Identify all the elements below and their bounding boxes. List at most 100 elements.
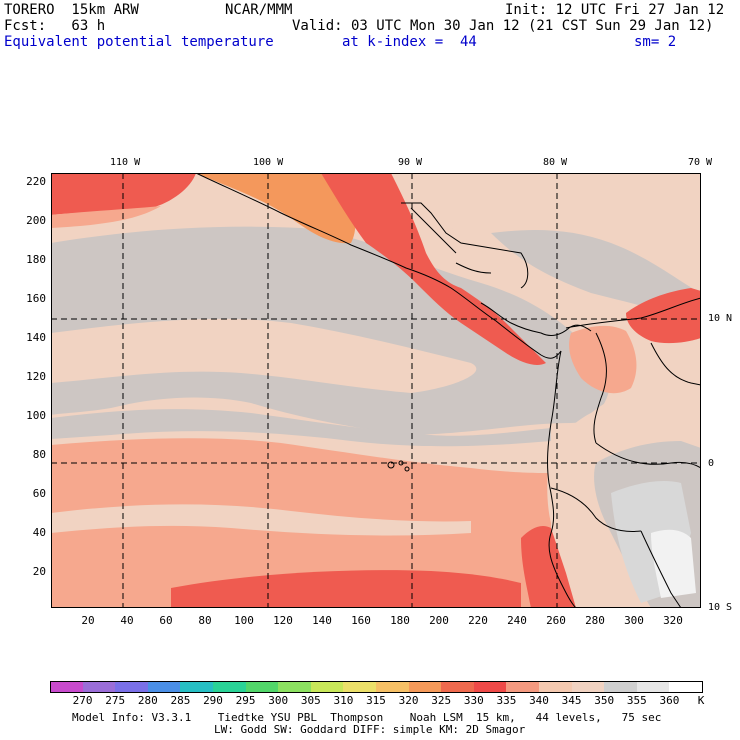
colorbar-swatch	[473, 681, 508, 693]
smoothing-label: sm= 2	[634, 34, 677, 50]
coast-costa-rica-panama	[480, 302, 592, 336]
border-countries-1	[593, 332, 607, 444]
colorbar-swatch	[180, 681, 214, 693]
x-tick-40: 40	[120, 614, 134, 627]
x-tick-320: 320	[663, 614, 683, 627]
colorbar-swatch	[376, 681, 410, 693]
gray-caribbean	[491, 230, 701, 323]
border-countries-5	[650, 342, 701, 386]
colorbar-value-label: 305	[300, 694, 321, 707]
colorbar-swatch	[539, 681, 573, 693]
colorbar-value-label: 280	[137, 694, 158, 707]
init-time: Init: 12 UTC Fri 27 Jan 12	[505, 2, 725, 18]
graticule	[51, 173, 701, 608]
y-tick-200: 200	[26, 214, 46, 227]
coast-central-america-north	[401, 202, 529, 289]
colorbar-swatch	[310, 681, 345, 693]
colorbar-value-label: 285	[170, 694, 191, 707]
colorbar-value-label: 310	[333, 694, 354, 707]
colorbar-value-label: 360	[659, 694, 680, 707]
colorbar-swatch	[571, 681, 606, 693]
x-tick-280: 280	[585, 614, 605, 627]
colorbar-value-label: 350	[594, 694, 615, 707]
x-tick-100: 100	[234, 614, 254, 627]
red-venezuela	[626, 288, 701, 344]
colorbar-value-label: 290	[203, 694, 223, 707]
lat-label-10s: 10 S	[708, 602, 733, 613]
theta-e-map	[51, 173, 701, 608]
model-info-line2: LW: Godd SW: Goddard DIFF: simple KM: 2D…	[214, 723, 526, 736]
coastlines	[195, 173, 701, 608]
colorbar-value-label: 275	[105, 694, 126, 707]
x-tick-260: 260	[546, 614, 566, 627]
x-tick-160: 160	[351, 614, 371, 627]
salmon-top-left	[51, 206, 161, 228]
colorbar-unit: K	[697, 694, 705, 707]
red-peru-coast	[521, 526, 576, 608]
colorbar-value-label: 340	[529, 694, 549, 707]
colorbar-value-label: 315	[366, 694, 386, 707]
y-tick-80: 80	[32, 448, 46, 461]
colorbar-swatch	[636, 681, 671, 693]
colorbar-value-label: 295	[235, 694, 256, 707]
border-central-1	[410, 207, 457, 254]
x-tick-60: 60	[159, 614, 173, 627]
galapagos	[387, 460, 410, 472]
x-tick-220: 220	[468, 614, 488, 627]
colorbar-swatch	[343, 681, 377, 693]
light-band-ocean	[51, 318, 477, 393]
lon-label-100w: 100 W	[253, 157, 284, 168]
y-tick-60: 60	[32, 487, 46, 500]
colorbar-swatch	[213, 681, 247, 693]
salmon-colombia	[569, 325, 637, 394]
border-countries-2	[595, 442, 701, 469]
valid-time: Valid: 03 UTC Mon 30 Jan 12 (21 CST Sun …	[292, 18, 714, 34]
colorbar-swatch	[50, 681, 84, 693]
map-panel	[51, 173, 701, 608]
colorbar-value-label: 355	[626, 694, 647, 707]
border-countries-4	[640, 530, 682, 608]
x-tick-180: 180	[390, 614, 410, 627]
colorbar-value-label: 270	[72, 694, 93, 707]
border-countries-3	[550, 487, 642, 532]
white-patch	[651, 529, 696, 598]
lon-label-70w: 70 W	[688, 157, 713, 168]
salmon-mid-band	[51, 504, 471, 536]
colorbar-swatch	[147, 681, 182, 693]
lon-label-110w: 110 W	[110, 157, 141, 168]
organization: NCAR/MMM	[225, 2, 293, 18]
colorbar-swatch	[669, 681, 703, 693]
colorbar-swatch	[604, 681, 638, 693]
x-tick-140: 140	[312, 614, 332, 627]
coast-south-america-west	[547, 350, 577, 608]
x-tick-300: 300	[624, 614, 644, 627]
field-title: Equivalent potential temperature	[4, 34, 274, 50]
y-tick-220: 220	[26, 175, 46, 188]
y-tick-180: 180	[26, 253, 46, 266]
lon-label-90w: 90 W	[398, 157, 423, 168]
y-tick-120: 120	[26, 370, 46, 383]
colorbar-value-label: 300	[268, 694, 289, 707]
x-tick-80: 80	[198, 614, 212, 627]
forecast-hour: Fcst: 63 h	[4, 18, 106, 34]
lon-label-80w: 80 W	[543, 157, 568, 168]
colorbar-value-label: 345	[561, 694, 582, 707]
lat-label-10n: 10 N	[708, 313, 733, 324]
x-tick-240: 240	[507, 614, 527, 627]
coast-south-america-north	[565, 297, 701, 329]
model-info-line1: Model Info: V3.3.1 Tiedtke YSU PBL Thomp…	[72, 711, 662, 724]
colorbar-swatch	[441, 681, 475, 693]
gray-lower-strip	[51, 409, 551, 447]
y-tick-40: 40	[32, 526, 46, 539]
lat-label-0: 0	[708, 458, 715, 469]
x-tick-120: 120	[273, 614, 293, 627]
colorbar-value-label: 330	[463, 694, 484, 707]
border-central-2	[455, 262, 492, 274]
colorbar-value-label: 325	[431, 694, 452, 707]
model-name: TORERO 15km ARW	[4, 2, 139, 18]
colorbar-value-label: 320	[398, 694, 419, 707]
y-tick-20: 20	[32, 565, 46, 578]
colorbar-value-label: 335	[496, 694, 517, 707]
colorbar-swatch	[408, 681, 443, 693]
colorbar-swatch	[115, 681, 149, 693]
